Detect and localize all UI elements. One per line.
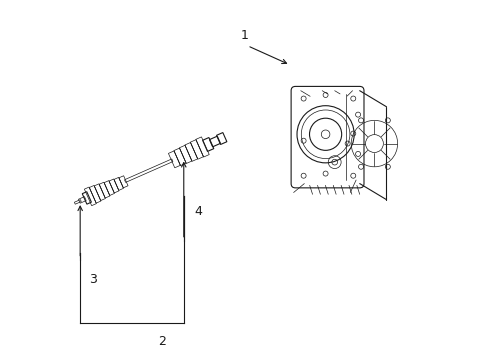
Text: 1: 1 [240,30,248,42]
Text: 4: 4 [194,205,202,218]
Text: 2: 2 [158,336,166,348]
Text: 3: 3 [88,273,97,286]
